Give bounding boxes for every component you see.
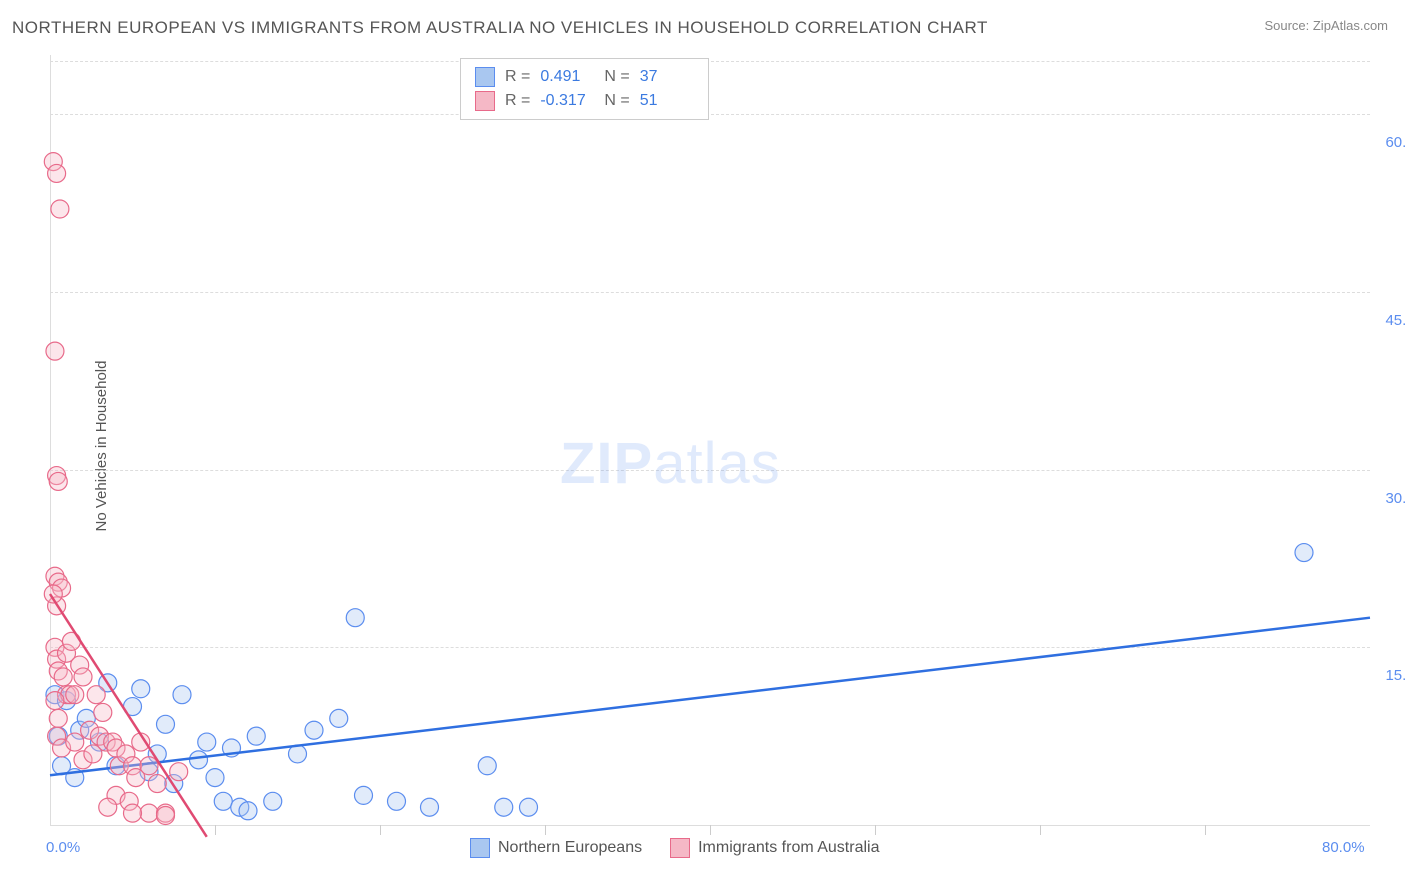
data-point (355, 786, 373, 804)
data-point (1295, 544, 1313, 562)
data-point (330, 709, 348, 727)
y-tick-label: 30.0% (1368, 490, 1406, 507)
data-point (66, 733, 84, 751)
data-point (239, 802, 257, 820)
n-label: N = (604, 65, 629, 89)
data-point (51, 200, 69, 218)
source-attribution: Source: ZipAtlas.com (1264, 18, 1388, 33)
r-value: -0.317 (540, 89, 594, 113)
x-tick-label: 80.0% (1322, 839, 1365, 856)
data-point (190, 751, 208, 769)
data-point (74, 668, 92, 686)
data-point (157, 807, 175, 825)
data-point (148, 775, 166, 793)
data-point (214, 792, 232, 810)
data-point (54, 668, 72, 686)
data-point (478, 757, 496, 775)
data-point (124, 804, 142, 822)
n-label: N = (604, 89, 629, 113)
data-point (140, 757, 158, 775)
legend-swatch (475, 67, 495, 87)
r-label: R = (505, 89, 530, 113)
data-point (247, 727, 265, 745)
data-point (66, 686, 84, 704)
data-point (94, 703, 112, 721)
x-tick-label: 0.0% (46, 839, 80, 856)
data-point (173, 686, 191, 704)
y-tick-label: 15.0% (1368, 667, 1406, 684)
chart-title: NORTHERN EUROPEAN VS IMMIGRANTS FROM AUS… (12, 18, 988, 38)
series-legend: Northern Europeans Immigrants from Austr… (470, 838, 879, 858)
series-legend-item: Immigrants from Australia (670, 838, 879, 858)
plot-area: 15.0%30.0%45.0%60.0%0.0%80.0% (50, 55, 1370, 825)
data-point (198, 733, 216, 751)
data-point (132, 680, 150, 698)
data-point (206, 769, 224, 787)
data-point (305, 721, 323, 739)
data-point (49, 472, 67, 490)
n-value: 37 (640, 65, 694, 89)
data-point (346, 609, 364, 627)
series-legend-item: Northern Europeans (470, 838, 642, 858)
r-label: R = (505, 65, 530, 89)
data-point (421, 798, 439, 816)
y-tick-label: 45.0% (1368, 312, 1406, 329)
data-point (99, 798, 117, 816)
correlation-legend: R = 0.491 N = 37 R = -0.317 N = 51 (460, 58, 709, 120)
data-point (388, 792, 406, 810)
legend-swatch (475, 91, 495, 111)
data-point (170, 763, 188, 781)
data-point (520, 798, 538, 816)
regression-line (50, 618, 1370, 776)
legend-row: R = -0.317 N = 51 (475, 89, 694, 113)
legend-swatch (670, 838, 690, 858)
n-value: 51 (640, 89, 694, 113)
series-label: Immigrants from Australia (698, 839, 879, 857)
data-point (48, 164, 66, 182)
series-label: Northern Europeans (498, 839, 642, 857)
y-tick-label: 60.0% (1368, 134, 1406, 151)
legend-row: R = 0.491 N = 37 (475, 65, 694, 89)
data-point (87, 686, 105, 704)
data-point (46, 692, 64, 710)
data-point (49, 709, 67, 727)
legend-swatch (470, 838, 490, 858)
data-point (495, 798, 513, 816)
data-point (264, 792, 282, 810)
data-point (140, 804, 158, 822)
data-point (157, 715, 175, 733)
r-value: 0.491 (540, 65, 594, 89)
data-point (46, 342, 64, 360)
